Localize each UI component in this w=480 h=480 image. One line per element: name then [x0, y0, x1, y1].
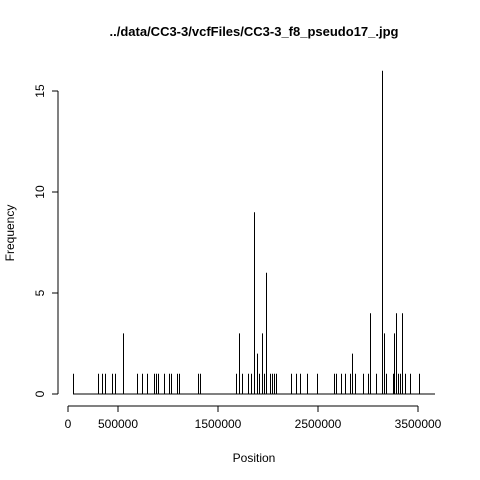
- x-tick-label: 1500000: [195, 417, 242, 431]
- chart-title: ../data/CC3-3/vcfFiles/CC3-3_f8_pseudo17…: [110, 24, 399, 39]
- x-tick-label: 0: [65, 417, 72, 431]
- x-tick-label: 3500000: [395, 417, 442, 431]
- y-tick-label: 0: [33, 390, 47, 397]
- y-tick-label: 10: [33, 185, 47, 199]
- x-tick-label: 500000: [98, 417, 138, 431]
- x-tick-label: 2500000: [295, 417, 342, 431]
- spikes-group: [73, 70, 420, 394]
- y-axis-label: Frequency: [3, 205, 17, 262]
- x-axis: 0 500000 1500000 2500000 3500000: [65, 405, 442, 431]
- y-tick-label: 15: [33, 84, 47, 98]
- y-axis: 0 5 10 15: [33, 84, 59, 397]
- x-axis-label: Position: [233, 451, 276, 465]
- y-tick-label: 5: [33, 289, 47, 296]
